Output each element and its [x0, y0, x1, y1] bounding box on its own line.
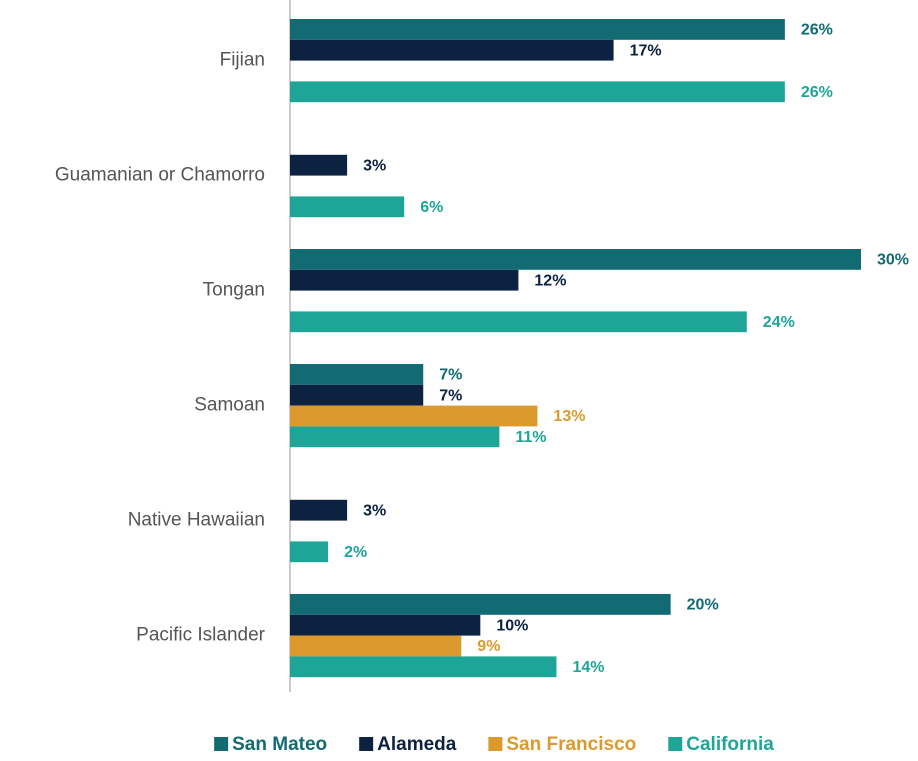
category-label: Fijian: [220, 50, 265, 71]
value-label: 7%: [439, 367, 462, 384]
bar: [290, 384, 424, 406]
bar: [290, 405, 538, 427]
bar: [290, 196, 405, 218]
category-label: Tongan: [203, 280, 265, 301]
bar: [290, 19, 785, 40]
value-label: 13%: [553, 408, 585, 425]
bar: [290, 614, 481, 636]
value-label: 7%: [439, 387, 462, 404]
value-label: 11%: [515, 429, 546, 446]
legend-label: San Francisco: [506, 734, 636, 755]
category-label: Samoan: [194, 395, 265, 416]
bar: [290, 249, 861, 270]
legend-swatch: [668, 737, 683, 751]
bar: [290, 499, 348, 521]
bar: [290, 541, 329, 563]
value-label: 14%: [572, 659, 604, 676]
bar: [290, 269, 519, 291]
value-label: 3%: [363, 502, 386, 519]
category-label: Guamanian or Chamorro: [55, 165, 265, 186]
value-label: 6%: [420, 199, 443, 216]
value-label: 3%: [363, 157, 386, 174]
legend-label: San Mateo: [232, 734, 327, 755]
legend-swatch: [488, 737, 503, 751]
value-label: 12%: [534, 272, 566, 289]
category-label: Pacific Islander: [136, 625, 266, 646]
bar: [290, 656, 557, 678]
value-label: 26%: [801, 84, 833, 101]
bar: [290, 635, 462, 657]
bar: [290, 81, 785, 103]
value-label: 24%: [763, 314, 795, 331]
value-label: 2%: [344, 544, 367, 561]
value-label: 9%: [477, 638, 500, 655]
value-label: 10%: [496, 617, 528, 634]
bar: [290, 39, 614, 61]
legend-swatch: [359, 737, 374, 751]
value-label: 26%: [801, 22, 833, 39]
category-label: Native Hawaiian: [128, 510, 265, 531]
legend-label: California: [686, 734, 774, 755]
bar: [290, 594, 671, 615]
bar: [290, 426, 500, 448]
value-label: 20%: [687, 597, 719, 614]
value-label: 17%: [630, 42, 662, 59]
bar: [290, 311, 747, 333]
legend-label: Alameda: [377, 734, 457, 755]
legend-swatch: [214, 737, 229, 751]
bar: [290, 154, 348, 176]
value-label: 30%: [877, 252, 909, 269]
bar: [290, 364, 424, 385]
